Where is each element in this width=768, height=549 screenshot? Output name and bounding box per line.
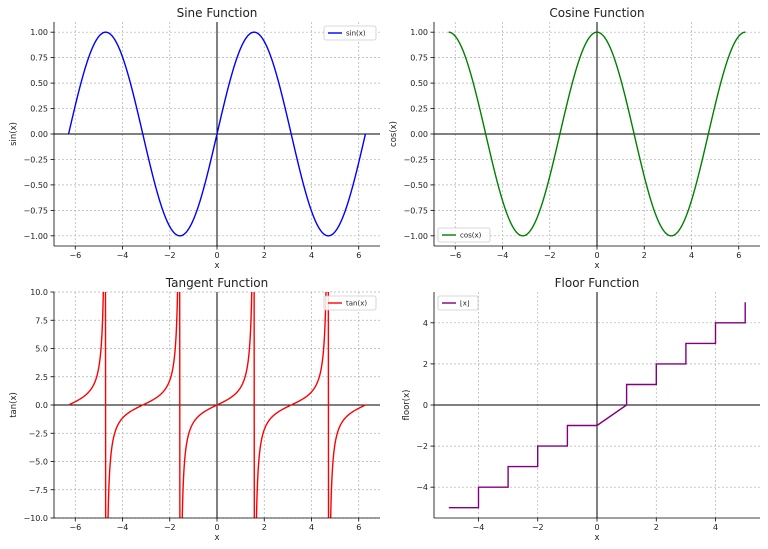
legend-box — [323, 295, 377, 311]
y-tick-label: 0.25 — [30, 105, 48, 114]
y-tick-label: 2 — [423, 360, 428, 369]
legend-box — [323, 25, 377, 41]
subplot-cos: −6 −4 −2 0 2 4 6 −1.00 −0.75 −0.50 −0.25 0.00 0.25 0.… — [389, 6, 760, 271]
y-tick-label: 0.00 — [30, 130, 48, 139]
x-tick-label: 2 — [654, 523, 659, 532]
x-tick-label: −4 — [117, 523, 129, 532]
y-tick-label: −1.00 — [403, 232, 428, 241]
subplot-sin: −6 −4 −2 0 2 4 6 −1.00 −0.75 −0.50 −0.25 0.00 0.25 0.… — [9, 6, 380, 271]
y-axis-label: tan(x) — [9, 392, 19, 418]
x-tick-label: 6 — [736, 251, 741, 260]
y-tick-label: 1.00 — [30, 28, 48, 37]
legend-box — [437, 227, 491, 243]
y-tick-label: −0.75 — [403, 206, 428, 215]
y-axis-label: floor(x) — [402, 390, 412, 421]
legend-label: cos(x) — [460, 232, 482, 240]
x-tick-label: −6 — [449, 251, 461, 260]
legend-box — [437, 295, 479, 311]
y-tick-label: −1.00 — [23, 232, 48, 241]
x-tick-label: 6 — [356, 523, 361, 532]
y-tick-label: 0.75 — [410, 54, 428, 63]
y-tick-label: 0.25 — [410, 105, 428, 114]
x-axis-label: x — [594, 261, 599, 271]
legend: sin(x) — [323, 25, 377, 41]
subplot-floor: −4 −2 0 2 4 −4 −2 0 2 4 Floor Function x floor(x) ⌊x⌋ — [402, 276, 760, 543]
x-tick-label: 4 — [689, 251, 694, 260]
chart-title: Floor Function — [555, 276, 640, 290]
subplot-tan: −6 −4 −2 0 2 4 6 −10.0 −7.5 −5.0 −2.5 0.0 2.5 5.0 7.5 1… — [9, 276, 380, 543]
y-tick-label: 1.00 — [410, 28, 428, 37]
y-tick-label: −2.5 — [29, 429, 48, 438]
x-axis-label: x — [214, 533, 219, 543]
y-axis-label: cos(x) — [389, 121, 399, 147]
x-tick-label: −2 — [164, 251, 176, 260]
chart-title: Tangent Function — [165, 276, 268, 290]
x-tick-label: 4 — [309, 251, 314, 260]
y-tick-label: −0.25 — [403, 155, 428, 164]
x-tick-label: 0 — [594, 523, 599, 532]
y-tick-label: 0.75 — [30, 54, 48, 63]
x-tick-label: 4 — [309, 523, 314, 532]
legend: tan(x) — [323, 295, 377, 311]
legend: ⌊x⌋ — [437, 295, 479, 311]
series-line-sin — [67, 31, 367, 237]
x-tick-label: 0 — [594, 251, 599, 260]
y-tick-label: −5.0 — [29, 458, 48, 467]
y-tick-label: 0.50 — [410, 79, 428, 88]
x-tick-label: 0 — [214, 251, 219, 260]
y-tick-label: 7.5 — [35, 316, 48, 325]
x-tick-label: 2 — [642, 251, 647, 260]
x-tick-label: 6 — [356, 251, 361, 260]
x-tick-label: 4 — [713, 523, 718, 532]
legend: cos(x) — [437, 227, 491, 243]
y-tick-label: −0.75 — [23, 206, 48, 215]
chart-title: Sine Function — [177, 6, 258, 20]
x-tick-label: 2 — [262, 251, 267, 260]
y-tick-label: 0.00 — [410, 130, 428, 139]
y-tick-label: −0.25 — [23, 155, 48, 164]
x-tick-label: −4 — [117, 251, 129, 260]
y-tick-label: −0.50 — [403, 181, 428, 190]
y-tick-label: −7.5 — [29, 486, 48, 495]
y-axis-label: sin(x) — [9, 122, 19, 146]
y-tick-label: 10.0 — [30, 288, 48, 297]
x-tick-label: −2 — [532, 523, 544, 532]
y-tick-label: −4 — [416, 483, 428, 492]
y-tick-label: 4 — [423, 319, 428, 328]
y-tick-label: 2.5 — [35, 373, 48, 382]
y-tick-label: 0 — [423, 401, 428, 410]
series-line-cos — [448, 31, 746, 237]
legend-label: sin(x) — [346, 30, 366, 38]
x-axis-label: x — [214, 261, 219, 271]
y-tick-label: −2 — [416, 442, 428, 451]
x-tick-label: −2 — [164, 523, 176, 532]
x-tick-label: −6 — [69, 251, 81, 260]
x-tick-label: −2 — [544, 251, 556, 260]
y-tick-label: 0.50 — [30, 79, 48, 88]
y-tick-label: 0.0 — [35, 401, 48, 410]
chart-title: Cosine Function — [549, 6, 644, 20]
y-tick-label: −0.50 — [23, 181, 48, 190]
y-tick-label: −10.0 — [23, 514, 48, 523]
x-tick-label: −4 — [497, 251, 509, 260]
x-tick-label: 2 — [262, 523, 267, 532]
x-tick-label: 0 — [214, 523, 219, 532]
legend-label: ⌊x⌋ — [460, 300, 470, 308]
x-tick-label: −6 — [69, 523, 81, 532]
x-tick-label: −4 — [473, 523, 485, 532]
x-axis-label: x — [594, 533, 599, 543]
y-tick-label: 5.0 — [35, 345, 48, 354]
legend-label: tan(x) — [346, 300, 367, 308]
series-line-floor — [448, 302, 746, 509]
series-line-tan — [68, 292, 366, 518]
